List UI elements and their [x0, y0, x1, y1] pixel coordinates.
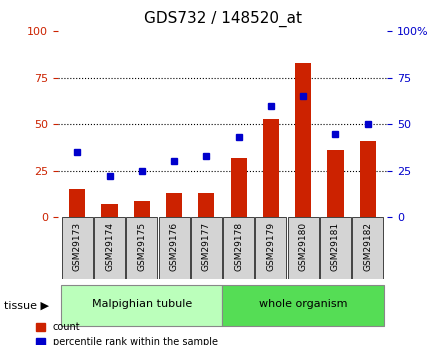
FancyBboxPatch shape [320, 217, 351, 279]
Text: GSM29180: GSM29180 [299, 222, 307, 272]
Text: GSM29175: GSM29175 [138, 222, 146, 272]
FancyBboxPatch shape [352, 217, 383, 279]
FancyBboxPatch shape [191, 217, 222, 279]
Text: GSM29179: GSM29179 [267, 222, 275, 272]
FancyBboxPatch shape [223, 217, 254, 279]
FancyBboxPatch shape [158, 217, 190, 279]
Bar [263, 119, 279, 217]
Bar [360, 141, 376, 217]
FancyBboxPatch shape [288, 217, 319, 279]
Bar [231, 158, 247, 217]
Bar [295, 63, 312, 217]
FancyBboxPatch shape [61, 285, 222, 326]
FancyBboxPatch shape [222, 285, 384, 326]
Text: GSM29182: GSM29182 [363, 222, 372, 271]
FancyBboxPatch shape [62, 217, 93, 279]
Text: whole organism: whole organism [259, 299, 348, 309]
Text: GSM29177: GSM29177 [202, 222, 211, 272]
Legend: count, percentile rank within the sample: count, percentile rank within the sample [36, 322, 218, 345]
Text: GSM29174: GSM29174 [105, 222, 114, 271]
Text: tissue ▶: tissue ▶ [4, 300, 49, 310]
FancyBboxPatch shape [126, 217, 157, 279]
Bar [166, 193, 182, 217]
Bar [69, 189, 85, 217]
Text: GSM29176: GSM29176 [170, 222, 178, 272]
Text: GSM29173: GSM29173 [73, 222, 82, 272]
Text: GSM29178: GSM29178 [234, 222, 243, 272]
Text: Malpighian tubule: Malpighian tubule [92, 299, 192, 309]
Bar [328, 150, 344, 217]
Text: GSM29181: GSM29181 [331, 222, 340, 272]
FancyBboxPatch shape [255, 217, 287, 279]
FancyBboxPatch shape [94, 217, 125, 279]
Bar [134, 200, 150, 217]
Bar [198, 193, 214, 217]
Bar [101, 204, 117, 217]
Text: GDS732 / 148520_at: GDS732 / 148520_at [143, 10, 302, 27]
